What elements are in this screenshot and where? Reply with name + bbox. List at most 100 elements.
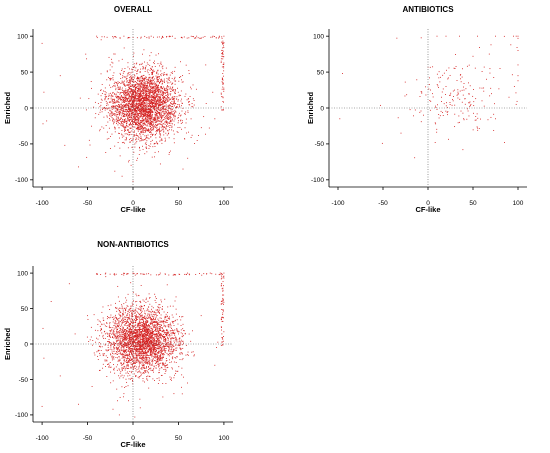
data-point [141,82,143,84]
data-point [162,128,164,130]
data-point [160,74,162,76]
data-point [157,120,159,122]
data-point [124,101,126,103]
data-point [136,70,138,72]
data-point [138,326,140,328]
data-point [125,125,127,127]
data-point [94,117,96,119]
data-point [163,92,165,94]
data-point [139,122,141,124]
x-tick-label: -100 [36,200,49,207]
data-point [150,109,151,110]
data-point [152,94,154,96]
data-point [127,98,129,99]
data-point [135,86,137,88]
data-point [141,130,142,132]
data-point [122,321,124,323]
data-point [121,125,123,127]
data-point [153,102,155,104]
data-point [149,118,151,120]
data-point [140,128,142,130]
data-point [439,81,441,83]
y-tick-label: 100 [313,33,324,40]
data-point [112,105,114,107]
data-point [125,121,127,122]
data-point [159,116,161,118]
data-point [145,113,147,115]
data-point [151,110,153,112]
data-point [135,84,137,86]
data-point [155,84,157,86]
data-point [162,362,164,364]
data-point [221,50,223,51]
data-point [163,126,165,128]
data-point [449,104,451,105]
data-point [127,117,129,119]
data-point [149,146,151,147]
data-point [140,83,142,84]
data-point [136,93,138,95]
data-point [109,69,111,71]
data-point [112,36,114,38]
data-point [122,118,123,120]
data-point [222,109,224,111]
data-point [148,36,150,38]
data-point [221,41,223,43]
data-point [179,359,181,361]
data-point [152,112,154,114]
data-point [112,316,113,318]
data-point [164,109,166,111]
data-point [145,99,147,101]
data-point [139,115,141,117]
data-point [144,107,146,109]
data-point [86,58,88,60]
data-point [125,316,127,318]
data-point [150,349,152,351]
data-point [135,87,137,89]
data-point [156,125,157,127]
data-point [146,358,148,360]
data-point [117,120,119,122]
data-point [122,352,124,354]
data-point [180,94,182,96]
data-point [145,120,147,122]
data-point [111,101,113,103]
data-point [153,100,155,102]
data-point [133,337,134,339]
data-point [153,105,155,107]
data-point [103,116,105,118]
data-point [160,119,162,121]
data-point [148,92,150,93]
data-point [173,103,175,105]
data-point [129,132,131,133]
data-point [221,79,223,80]
data-point [161,109,163,110]
data-point [122,97,124,98]
data-point [138,86,140,88]
data-point [126,94,128,96]
data-point [464,103,466,105]
data-point [170,332,172,334]
data-point [118,137,120,139]
data-point [155,296,156,298]
data-point [153,97,155,99]
data-point [493,77,495,78]
data-point [151,345,153,347]
data-point [174,78,176,79]
data-point [106,96,107,98]
data-point [164,98,166,100]
data-point [176,106,178,108]
data-point [114,85,116,87]
data-point [160,116,162,118]
data-point [151,87,153,89]
data-point [180,76,182,77]
data-point [182,328,184,330]
data-point [114,327,116,329]
data-point [172,86,174,88]
data-point [135,103,137,104]
data-point [138,96,140,98]
data-point [123,90,125,92]
data-point [133,126,135,128]
data-point [134,115,136,117]
data-point [123,332,124,334]
